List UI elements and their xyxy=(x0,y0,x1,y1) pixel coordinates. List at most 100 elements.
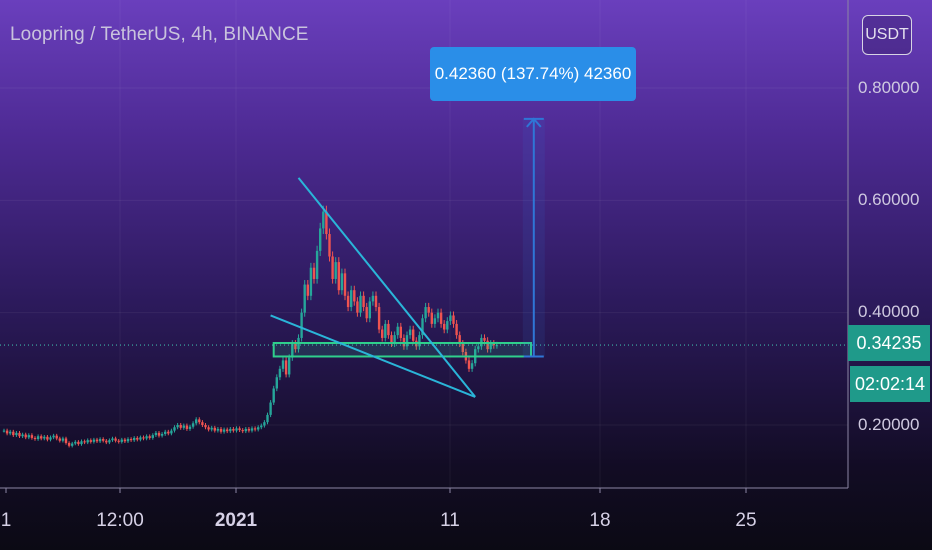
drawings xyxy=(0,117,848,398)
candle-body xyxy=(123,439,127,442)
candle-body xyxy=(247,428,251,431)
candle-body xyxy=(213,427,216,431)
chart-title: Loopring / TetherUS, 4h, BINANCE xyxy=(10,24,309,45)
candle-body xyxy=(58,438,61,441)
candle-body xyxy=(368,301,371,319)
candle-body xyxy=(340,273,344,291)
candle-body xyxy=(433,318,437,324)
candle-body xyxy=(67,442,71,446)
candle-body xyxy=(30,435,34,438)
candle-body xyxy=(216,428,220,431)
candle-body xyxy=(337,262,340,291)
candle-body xyxy=(232,428,235,431)
candle-countdown: 02:02:14 xyxy=(850,366,930,402)
candle-body xyxy=(306,284,309,296)
candle-body xyxy=(452,315,455,324)
candle-body xyxy=(470,363,474,369)
candle-body xyxy=(467,360,471,369)
x-tick-label: 18 xyxy=(589,510,611,531)
candle-body xyxy=(443,323,446,330)
candle-body xyxy=(384,323,387,338)
candle-body xyxy=(449,315,452,322)
y-tick-label: 0.80000 xyxy=(858,78,920,97)
currency-button[interactable]: USDT xyxy=(862,15,912,55)
candle-body xyxy=(235,428,238,431)
measure-label: 0.42360 (137.74%) 42360 xyxy=(430,47,636,101)
candle-body xyxy=(179,425,182,428)
candle-body xyxy=(222,429,226,432)
grid xyxy=(0,0,848,488)
candle-body xyxy=(374,295,378,308)
candle-body xyxy=(133,437,136,441)
candle-body xyxy=(430,312,433,324)
candle-body xyxy=(238,428,241,431)
time-axis xyxy=(0,0,849,493)
candle-body xyxy=(387,323,390,336)
candle-body xyxy=(136,437,139,440)
x-tick-label: 1 xyxy=(0,510,12,531)
candle-body xyxy=(421,318,424,336)
candle-body xyxy=(120,439,123,442)
candle-body xyxy=(77,441,80,445)
candle-body xyxy=(288,357,291,375)
candle-body xyxy=(18,432,21,437)
candle-body xyxy=(105,440,108,443)
candle-body xyxy=(167,431,170,434)
candle-body xyxy=(139,437,142,440)
candle-body xyxy=(322,211,325,229)
candle-body xyxy=(185,425,189,429)
candle-body xyxy=(92,439,96,442)
candle-body xyxy=(151,435,154,438)
candle-body xyxy=(284,360,288,375)
candle-body xyxy=(424,307,427,319)
candle-body xyxy=(33,437,37,440)
x-tick-label: 2021 xyxy=(214,510,258,531)
candle-body xyxy=(5,430,9,434)
candle-body xyxy=(272,388,275,403)
candle-body xyxy=(303,284,306,313)
candle-body xyxy=(204,425,207,428)
descending-trendline xyxy=(297,177,476,398)
candle-body xyxy=(191,423,195,427)
candle-body xyxy=(21,434,24,437)
candle-body xyxy=(260,425,263,428)
candle-body xyxy=(405,335,409,347)
candle-body xyxy=(176,425,179,428)
candle-body xyxy=(294,343,297,350)
candle-body xyxy=(377,307,381,330)
candle-body xyxy=(356,301,359,313)
candle-body xyxy=(331,256,334,279)
candle-body xyxy=(396,326,399,336)
candle-body xyxy=(142,437,145,439)
candle-body xyxy=(111,438,114,441)
candle-body xyxy=(71,443,74,446)
candle-body xyxy=(371,295,375,302)
candle-body xyxy=(74,441,77,444)
candle-body xyxy=(315,250,319,279)
candle-body xyxy=(154,432,158,436)
candle-body xyxy=(477,346,480,350)
candle-body xyxy=(399,326,402,338)
lower-trendline xyxy=(270,314,476,398)
candle-body xyxy=(309,267,313,296)
candle-body xyxy=(108,440,111,443)
candle-body xyxy=(362,295,365,308)
candle-body xyxy=(95,439,99,442)
candle-body xyxy=(210,427,213,430)
candles xyxy=(2,205,499,448)
candle-body xyxy=(483,337,486,341)
candle-body xyxy=(436,312,440,319)
candle-body xyxy=(27,435,30,438)
candle-body xyxy=(24,434,27,438)
candle-body xyxy=(353,290,356,302)
candle-body xyxy=(182,425,185,428)
candle-body xyxy=(157,432,161,436)
candle-body xyxy=(83,441,86,443)
candle-body xyxy=(40,436,43,439)
candle-body xyxy=(269,402,272,415)
y-tick-label: 0.40000 xyxy=(858,302,920,321)
candle-body xyxy=(300,312,303,338)
candle-body xyxy=(486,340,489,350)
candle-body xyxy=(439,312,443,324)
